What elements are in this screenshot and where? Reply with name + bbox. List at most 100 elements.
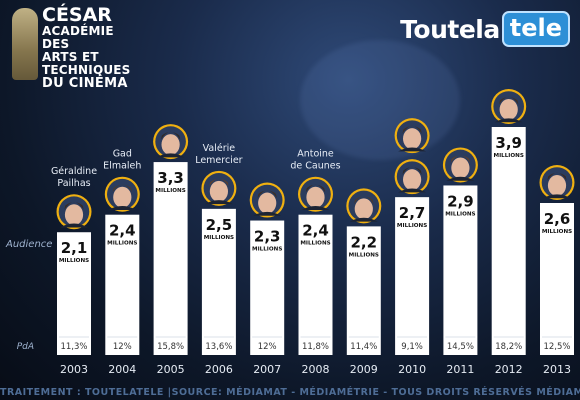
- portrait-hair: [112, 184, 132, 193]
- audience-bar: [250, 220, 285, 355]
- unit-label: MILLIONS: [59, 258, 89, 264]
- value-label: 2,4: [302, 222, 329, 240]
- portrait-face: [403, 169, 422, 191]
- unit-label: MILLIONS: [107, 241, 137, 247]
- portrait-hair: [160, 131, 181, 140]
- pda-label: 15,8%: [157, 342, 184, 352]
- presenter-name: Elmaleh: [103, 161, 141, 172]
- portrait-face: [209, 180, 228, 202]
- pda-label: 11,4%: [350, 342, 377, 352]
- year-label: 2006: [205, 363, 233, 376]
- year-label: 2013: [543, 363, 571, 376]
- portrait-collar: [349, 217, 378, 222]
- audience-bar: [443, 185, 478, 355]
- portrait-face: [113, 186, 132, 208]
- pda-label: 11,3%: [60, 342, 87, 352]
- portrait-collar: [543, 194, 571, 199]
- year-label: 2010: [398, 363, 426, 376]
- cesar-logo: CÉSAR ACADÉMIE DES ARTS ET TECHNIQUES DU…: [6, 6, 130, 91]
- portrait-hair: [209, 178, 229, 187]
- portrait-face: [161, 134, 180, 156]
- audience-bar: [105, 214, 140, 355]
- cesar-logo-line-1: CÉSAR: [42, 4, 112, 26]
- value-label: 3,9: [495, 134, 522, 152]
- portrait-hair: [305, 184, 326, 193]
- portrait-hair: [64, 201, 84, 210]
- portrait-collar: [494, 118, 523, 123]
- portrait-collar: [398, 147, 427, 152]
- presenter-name: Lemercier: [195, 155, 242, 166]
- pda-label: 9,1%: [401, 342, 423, 352]
- audience-bar: [395, 197, 430, 355]
- unit-label: MILLIONS: [349, 252, 379, 258]
- portrait-collar: [398, 188, 427, 193]
- pda-label: 12,5%: [543, 342, 570, 352]
- portrait-collar: [156, 153, 185, 158]
- portrait-collar: [108, 206, 137, 210]
- value-label: 2,6: [544, 210, 571, 228]
- portrait-hair: [499, 96, 519, 105]
- cesar-statue-icon: [12, 8, 38, 80]
- portrait-hair: [257, 190, 277, 199]
- brand-main-text: Toutela: [400, 14, 500, 44]
- unit-label: MILLIONS: [300, 241, 330, 247]
- presenter-name: Antoine: [297, 149, 334, 160]
- portrait-face: [64, 204, 84, 226]
- cesar-logo-text: CÉSAR ACADÉMIE DES ARTS ET TECHNIQUES DU…: [42, 6, 131, 91]
- year-label: 2008: [302, 363, 330, 376]
- portrait-face: [499, 99, 518, 120]
- unit-label: MILLIONS: [445, 211, 475, 217]
- pda-label: 13,6%: [205, 342, 232, 352]
- portrait-hair: [402, 166, 422, 175]
- portrait-collar: [253, 211, 282, 216]
- portrait-face: [306, 186, 325, 208]
- background-glow: [300, 40, 460, 160]
- pda-label: 14,5%: [447, 342, 474, 352]
- cesar-logo-line-2: ACADÉMIE DES: [42, 24, 114, 51]
- portrait-hair: [354, 196, 374, 204]
- unit-label: MILLIONS: [397, 223, 427, 229]
- presenter-name: Valérie: [203, 143, 236, 154]
- pda-label: 12%: [258, 342, 277, 352]
- audience-bar: [540, 203, 574, 355]
- source-footer: TRAITEMENT : TOUTELATELE |SOURCE: MÉDIAM…: [0, 387, 580, 398]
- cesar-logo-line-4: DU CINÉMA: [42, 76, 128, 91]
- year-label: 2004: [108, 363, 136, 376]
- portrait-face: [451, 157, 470, 179]
- value-label: 3,3: [157, 169, 184, 187]
- portrait-hair: [402, 125, 422, 134]
- value-label: 2,9: [447, 192, 474, 210]
- portrait-face: [354, 198, 373, 220]
- portrait-face: [403, 128, 422, 150]
- portrait-collar: [301, 206, 330, 210]
- pda-row-label: PdA: [17, 342, 34, 352]
- year-label: 2007: [253, 363, 281, 376]
- bars-layer: 2,1MILLIONS11,3%2003GéraldinePailhas2,4M…: [51, 89, 575, 376]
- audience-bar: [57, 232, 91, 355]
- unit-label: MILLIONS: [494, 153, 524, 159]
- year-label: 2003: [60, 363, 88, 376]
- value-label: 2,7: [399, 204, 426, 222]
- audience-bar: [201, 208, 236, 355]
- year-label: 2011: [446, 363, 474, 376]
- audience-bar: [346, 226, 381, 355]
- value-label: 2,2: [351, 233, 378, 251]
- portrait-collar: [446, 176, 475, 181]
- presenter-name: Géraldine: [51, 166, 97, 177]
- value-label: 2,3: [254, 228, 281, 246]
- portrait-face: [547, 175, 567, 196]
- unit-label: MILLIONS: [542, 229, 572, 235]
- value-label: 2,5: [206, 216, 233, 234]
- portrait-collar: [204, 200, 233, 205]
- pda-label: 18,2%: [495, 342, 522, 352]
- presenter-name: de Caunes: [290, 161, 340, 172]
- audience-bar: [298, 214, 333, 355]
- year-label: 2005: [157, 363, 185, 376]
- unit-label: MILLIONS: [204, 235, 234, 241]
- brand-box-text: tele: [501, 11, 570, 47]
- cesar-logo-line-3: ARTS ET TECHNIQUES: [42, 50, 131, 77]
- presenter-name: Gad: [113, 149, 132, 160]
- portrait-face: [258, 192, 277, 214]
